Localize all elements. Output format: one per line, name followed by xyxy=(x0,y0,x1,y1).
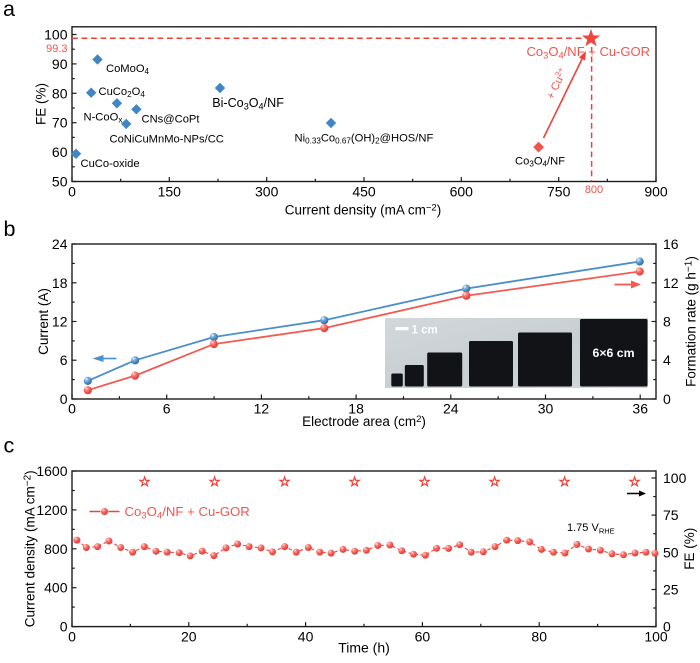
svg-text:70: 70 xyxy=(52,115,68,131)
svg-text:0: 0 xyxy=(68,184,76,200)
svg-text:75: 75 xyxy=(663,507,679,523)
svg-text:Bi-Co3​O4​/NF: Bi-Co3​O4​/NF xyxy=(212,96,284,112)
svg-text:b: b xyxy=(4,217,16,241)
svg-text:300: 300 xyxy=(255,184,279,200)
svg-text:Co3​O4​/NF + Cu-GOR: Co3​O4​/NF + Cu-GOR xyxy=(527,44,651,61)
svg-text:100: 100 xyxy=(44,27,68,43)
svg-text:0: 0 xyxy=(60,619,68,635)
svg-text:60: 60 xyxy=(415,629,431,645)
svg-text:450: 450 xyxy=(352,184,376,200)
svg-text:Formation rate (g h−1): Formation rate (g h−1) xyxy=(684,256,699,387)
svg-text:90: 90 xyxy=(52,56,68,72)
svg-text:Current density (mA cm−2): Current density (mA cm−2) xyxy=(23,470,38,627)
svg-text:CuCo-oxide: CuCo-oxide xyxy=(81,158,140,170)
svg-text:Current density (mA cm−2): Current density (mA cm−2) xyxy=(285,203,441,218)
svg-text:1200: 1200 xyxy=(36,502,67,518)
svg-text:Co3​O4​/NF + Cu-GOR: Co3​O4​/NF + Cu-GOR xyxy=(125,504,250,522)
svg-text:20: 20 xyxy=(181,629,197,645)
svg-text:100: 100 xyxy=(663,470,687,486)
svg-text:0: 0 xyxy=(68,629,76,645)
svg-text:FE (%): FE (%) xyxy=(682,528,697,570)
svg-text:a: a xyxy=(3,0,15,21)
svg-text:60: 60 xyxy=(52,144,68,160)
svg-text:0: 0 xyxy=(663,391,671,407)
svg-text:750: 750 xyxy=(547,184,571,200)
svg-text:CNs@CoPt: CNs@CoPt xyxy=(142,114,201,126)
svg-text:N-CoOx​: N-CoOx​ xyxy=(84,112,123,125)
svg-text:0: 0 xyxy=(663,619,671,635)
svg-text:24: 24 xyxy=(443,401,459,417)
svg-text:12: 12 xyxy=(663,275,679,291)
svg-text:80: 80 xyxy=(531,629,547,645)
svg-text:12: 12 xyxy=(254,401,270,417)
svg-text:Ni0.33​Co0.67​(OH)2​@HOS/NF: Ni0.33​Co0.67​(OH)2​@HOS/NF xyxy=(295,133,434,146)
svg-text:0: 0 xyxy=(60,391,68,407)
svg-text:Electrode area (cm2): Electrode area (cm2) xyxy=(302,414,426,429)
svg-text:FE (%): FE (%) xyxy=(34,83,49,125)
svg-text:c: c xyxy=(4,434,15,458)
svg-text:99.3: 99.3 xyxy=(46,43,67,55)
svg-text:1600: 1600 xyxy=(36,463,67,479)
svg-text:400: 400 xyxy=(44,580,68,596)
svg-text:6×6 cm: 6×6 cm xyxy=(593,346,635,360)
svg-text:0: 0 xyxy=(68,401,76,417)
svg-text:36: 36 xyxy=(632,401,648,417)
svg-text:800: 800 xyxy=(585,184,603,196)
svg-text:6: 6 xyxy=(163,401,171,417)
svg-text:18: 18 xyxy=(348,401,364,417)
svg-text:150: 150 xyxy=(158,184,182,200)
svg-text:25: 25 xyxy=(663,582,679,598)
svg-text:Time (h): Time (h) xyxy=(338,640,390,656)
svg-text:Co3​O4​/NF: Co3​O4​/NF xyxy=(515,156,565,169)
svg-text:4: 4 xyxy=(663,352,671,368)
svg-text:18: 18 xyxy=(52,275,68,291)
svg-text:CoNiCuMnMo-NPs/CC: CoNiCuMnMo-NPs/CC xyxy=(110,134,224,146)
svg-text:8: 8 xyxy=(663,314,671,330)
svg-text:80: 80 xyxy=(52,85,68,101)
svg-text:40: 40 xyxy=(298,629,314,645)
svg-text:100: 100 xyxy=(644,629,668,645)
svg-text:600: 600 xyxy=(450,184,474,200)
svg-text:CoMoO4​: CoMoO4​ xyxy=(106,63,150,76)
svg-text:30: 30 xyxy=(538,401,554,417)
svg-text:900: 900 xyxy=(644,184,668,200)
svg-text:24: 24 xyxy=(52,236,68,252)
svg-text:6: 6 xyxy=(60,352,68,368)
svg-text:1 cm: 1 cm xyxy=(412,325,438,337)
svg-text:Current (A): Current (A) xyxy=(36,288,51,355)
svg-text:50: 50 xyxy=(52,174,68,190)
svg-text:50: 50 xyxy=(663,544,679,560)
svg-text:12: 12 xyxy=(52,314,68,330)
svg-text:800: 800 xyxy=(44,541,68,557)
svg-text:16: 16 xyxy=(663,236,679,252)
svg-text:CuCo2​O4​: CuCo2​O4​ xyxy=(99,86,146,99)
